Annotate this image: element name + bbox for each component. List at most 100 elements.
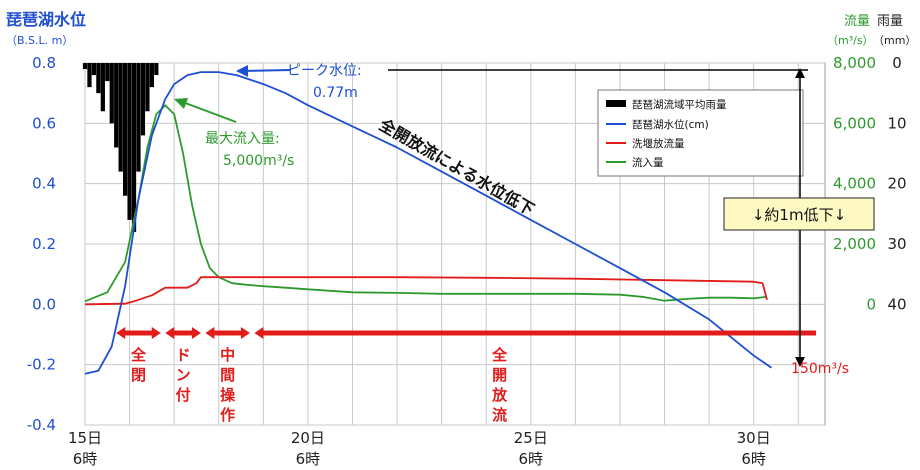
drop-indicator: ↓約1m低下↓ 150m³/s bbox=[723, 68, 875, 377]
phase-arrow-right bbox=[240, 327, 250, 339]
rain-tick-label: 40 bbox=[887, 295, 906, 313]
phase-label-char: ド bbox=[176, 346, 191, 364]
rain-bar bbox=[140, 63, 146, 136]
max-inflow-arrow-head bbox=[174, 98, 188, 109]
rain-axis-title: 雨量 bbox=[877, 14, 903, 29]
rain-bar bbox=[149, 63, 154, 88]
outflow-label: 150m³/s bbox=[791, 361, 849, 377]
x-tick-day: 25日 bbox=[514, 429, 548, 447]
left-axis-title: 琵琶湖水位 bbox=[6, 10, 86, 29]
rain-bar bbox=[91, 63, 97, 76]
phase-label-char: 開 bbox=[492, 366, 507, 384]
legend-label-rain: 琵琶湖流域平均雨量 bbox=[632, 98, 727, 111]
legend-swatch-rain bbox=[606, 100, 626, 107]
phase-label-char: 全 bbox=[130, 346, 147, 364]
peak-arrow-head bbox=[236, 65, 248, 77]
phase-arrow-left bbox=[165, 327, 175, 339]
phase-arrow-left bbox=[254, 327, 264, 339]
max-inflow-arrow bbox=[179, 100, 237, 123]
rain-bar bbox=[82, 63, 88, 70]
legend-label-inflow: 流入量 bbox=[632, 156, 664, 169]
phase-label-char: 全 bbox=[491, 346, 508, 364]
flow-axis-title: 流量 bbox=[844, 14, 870, 29]
drop-box bbox=[723, 197, 875, 231]
rain-bar bbox=[105, 63, 110, 82]
x-tick-labels: 15日 6時 20日 6時 25日 6時 30日 6時 bbox=[68, 429, 771, 468]
legend-box bbox=[597, 89, 804, 177]
phase-label-char: ン bbox=[176, 366, 191, 384]
rain-bar bbox=[118, 63, 123, 172]
flow-tick-label: 0 bbox=[866, 295, 876, 313]
phase-arrow-left bbox=[205, 327, 215, 339]
diagonal-label: 全開放流による水位低下 bbox=[375, 115, 537, 220]
peak-value: 0.77m bbox=[313, 85, 358, 101]
left-tick-label: 0.0 bbox=[32, 295, 56, 313]
rain-bar bbox=[131, 63, 137, 232]
outflow-line bbox=[84, 276, 768, 306]
x-tick-day: 30日 bbox=[737, 429, 771, 447]
rain-tick-label: 0 bbox=[892, 54, 902, 72]
rain-bar bbox=[96, 63, 101, 94]
phase-label-char: 間 bbox=[220, 366, 235, 384]
rain-bar bbox=[109, 63, 114, 124]
x-tick-time: 6時 bbox=[519, 450, 544, 468]
drop-arrow-top bbox=[795, 68, 805, 78]
left-tick-label: 0.4 bbox=[32, 175, 56, 193]
phase-label-char: 流 bbox=[492, 406, 507, 424]
legend: 琵琶湖流域平均雨量 琵琶湖水位(cm) 洗堰放流量 流入量 bbox=[597, 89, 804, 177]
rain-tick-label: 30 bbox=[887, 235, 906, 253]
flow-tick-label: 6,000 bbox=[833, 114, 876, 132]
inflow-line bbox=[84, 104, 768, 303]
flow-tick-label: 2,000 bbox=[833, 235, 876, 253]
rain-tick-label: 20 bbox=[887, 175, 906, 193]
phase-label-char: 閉 bbox=[131, 366, 146, 384]
flow-tick-label: 8,000 bbox=[833, 54, 876, 72]
rain-axis-unit: （mm） bbox=[873, 34, 916, 47]
rain-tick-label: 10 bbox=[887, 114, 906, 132]
left-tick-label: 0.8 bbox=[32, 54, 56, 72]
left-axis-unit: （B.S.L. m） bbox=[6, 34, 73, 47]
max-inflow-value: 5,000m³/s bbox=[223, 153, 294, 169]
series-lines bbox=[84, 71, 773, 375]
rain-bar bbox=[100, 63, 105, 112]
phase-arrow-right bbox=[191, 327, 201, 339]
rain-bar bbox=[127, 63, 132, 220]
x-tick-time: 6時 bbox=[73, 450, 98, 468]
drop-arrow-bottom bbox=[795, 357, 805, 367]
left-tick-label: -0.4 bbox=[27, 416, 56, 434]
max-inflow-annotation: 最大流入量: 5,000m³/s bbox=[174, 98, 294, 169]
left-tick-label: -0.2 bbox=[27, 356, 56, 374]
legend-label-outflow: 洗堰放流量 bbox=[632, 137, 685, 150]
max-inflow-label: 最大流入量: bbox=[205, 131, 280, 147]
phase-label-char: 操 bbox=[220, 386, 236, 404]
y-tick-labels: 0.8 0.6 0.4 0.2 0.0 -0.2 -0.4 8,000 6,000 4,000 2,… bbox=[27, 54, 907, 434]
flow-axis-unit: （m³/s） bbox=[827, 34, 874, 47]
left-tick-label: 0.2 bbox=[32, 235, 56, 253]
x-tick-time: 6時 bbox=[741, 450, 766, 468]
rain-bar bbox=[87, 63, 92, 88]
phase-arrow-left bbox=[116, 327, 126, 339]
left-tick-label: 0.6 bbox=[32, 114, 56, 132]
flow-tick-label: 4,000 bbox=[833, 175, 876, 193]
phase-label-char: 付 bbox=[176, 386, 191, 404]
phase-label-char: 放 bbox=[491, 386, 508, 404]
x-tick-day: 20日 bbox=[291, 429, 325, 447]
rain-bars bbox=[82, 63, 159, 232]
phase-label-char: 作 bbox=[220, 406, 235, 424]
legend-label-level: 琵琶湖水位(cm) bbox=[632, 118, 709, 131]
peak-arrow bbox=[239, 69, 291, 72]
drop-label: ↓約1m低下↓ bbox=[752, 206, 846, 224]
rain-bar bbox=[123, 63, 128, 196]
phase-label-char: 中 bbox=[220, 346, 235, 364]
rain-bar bbox=[136, 63, 141, 172]
rain-bar bbox=[145, 63, 150, 112]
peak-annotation: ピーク水位: 0.77m bbox=[236, 63, 808, 101]
water-level-line bbox=[84, 71, 773, 375]
rain-bar bbox=[154, 63, 159, 76]
x-tick-time: 6時 bbox=[296, 450, 321, 468]
x-tick-day: 15日 bbox=[68, 429, 102, 447]
phase-arrow-right bbox=[151, 327, 161, 339]
rain-bar bbox=[114, 63, 119, 148]
